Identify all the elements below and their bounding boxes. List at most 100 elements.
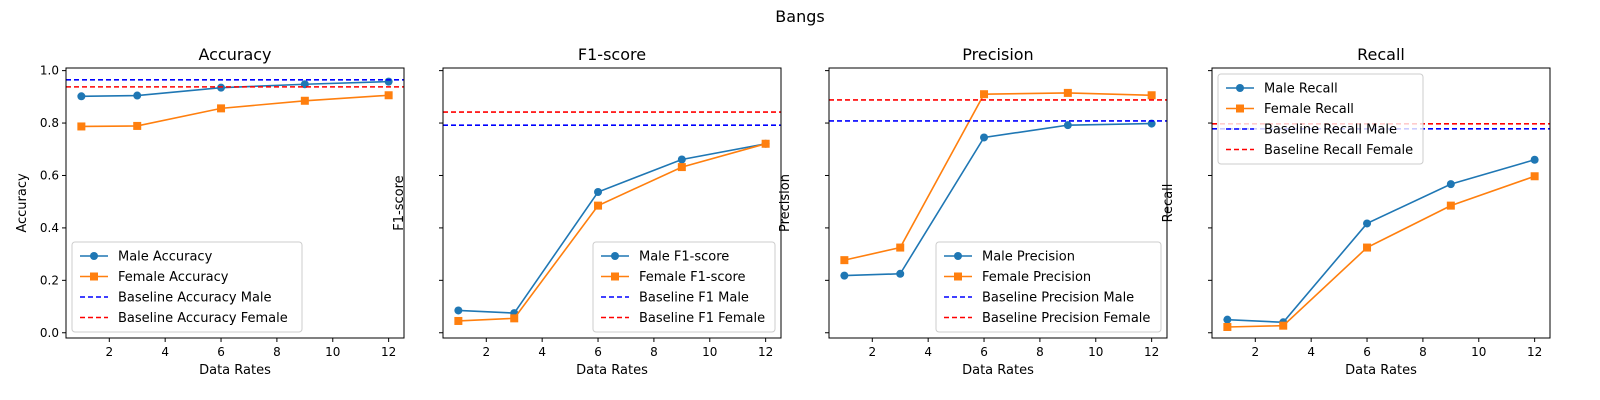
data-point-female-accuracy [384,91,393,100]
y-tick-label: 0.8 [40,116,59,130]
data-point-female-recall [1530,172,1539,181]
legend-label: Baseline Accuracy Female [118,311,288,326]
legend-label: Female F1-score [639,270,746,285]
legend-marker [954,272,962,281]
legend-entry: Baseline Accuracy Female [80,311,288,326]
data-point-female-precision [1147,91,1156,100]
data-point-male-recall [1530,155,1539,164]
data-point-female-precision [896,243,905,252]
x-tick-label: 2 [1251,345,1259,359]
plot-area [443,111,781,325]
legend-entry: Baseline Accuracy Male [80,291,272,306]
data-point-female-accuracy [217,104,226,113]
plot-area [829,88,1167,280]
data-point-male-f1-score [677,155,686,164]
x-tick-label: 2 [868,345,876,359]
data-point-female-precision [1063,88,1072,97]
legend-label: Female Accuracy [118,270,229,285]
data-point-female-precision [980,90,989,99]
legend-label: Female Precision [982,270,1091,285]
legend-label: Baseline Precision Female [982,311,1150,326]
subplot-recall: Recall Data Rates Recall 2 4 6 8 10 12 Male Recal… [1161,45,1551,378]
y-axis-label: F1-score [392,175,407,230]
legend-label: Baseline Recall Male [1264,123,1397,138]
subplot-accuracy: Accuracy Data Rates Accuracy 2 4 6 8 10 12 0.0 0.2… [15,45,405,378]
subplot-title: Recall [1357,45,1405,64]
legend-marker [611,252,619,260]
y-axis-label: Recall [1161,184,1176,223]
data-point-male-recall [1363,219,1372,228]
data-point-female-recall [1279,321,1288,330]
axes-frame [1211,67,1551,339]
x-tick-label: 2 [105,345,113,359]
data-point-female-recall [1446,201,1455,210]
x-tick-label: 8 [1036,345,1044,359]
x-axis-label: Data Rates [1345,363,1417,378]
x-tick-label: 12 [1144,345,1159,359]
legend-label: Baseline Recall Female [1264,143,1413,158]
data-point-male-precision [1063,121,1072,130]
x-tick-label: 10 [1471,345,1486,359]
legend-entry: Male Recall [1226,82,1338,97]
legend-entry: Male Accuracy [80,250,213,265]
legend-label: Female Recall [1264,102,1354,117]
legend-marker [90,252,98,260]
legend-entry: Baseline F1 Female [601,311,765,326]
x-tick-label: 4 [161,345,169,359]
x-tick-label: 4 [924,345,932,359]
legend-marker [611,272,619,281]
subplot-precision: Precision Data Rates Precision 2 4 6 8 10 12 Male… [778,45,1168,378]
x-tick-label: 8 [273,345,281,359]
legend-entry: Baseline Recall Male [1226,123,1397,138]
legend-box [71,241,303,333]
y-axis-label: Precision [778,174,793,232]
data-point-female-f1-score [761,139,770,148]
x-axis-label: Data Rates [199,363,271,378]
legend-label: Male Precision [982,250,1075,265]
legend: Male F1-score Female F1-score Baseline F1 … [592,241,776,333]
y-axis-label: Accuracy [15,173,30,233]
legend-box [935,241,1162,333]
legend-entry: Baseline F1 Male [601,291,749,306]
data-point-female-accuracy [300,96,309,105]
x-tick-label: 12 [381,345,396,359]
data-point-female-f1-score [594,201,603,210]
data-point-male-accuracy [384,77,393,86]
plot-area [66,77,404,131]
y-tick-label: 1.0 [40,64,59,78]
data-point-female-recall [1363,243,1372,252]
series-line-female-recall [1227,175,1535,328]
data-point-female-f1-score [454,316,463,325]
data-point-male-precision [896,269,905,278]
legend-label: Baseline Accuracy Male [118,291,272,306]
data-point-male-accuracy [133,91,142,100]
legend-entry: Baseline Precision Male [944,291,1134,306]
legend-entry: Baseline Precision Female [944,311,1150,326]
series-line-female-precision [844,92,1152,261]
x-tick-label: 2 [482,345,490,359]
legend-entry: Female F1-score [601,270,746,285]
legend-entry: Female Accuracy [80,270,229,285]
x-tick-label: 12 [758,345,773,359]
legend-marker [90,272,98,281]
figure-title: Bangs [775,7,824,26]
subplot-f1-score: F1-score Data Rates F1-score 2 4 6 8 10 12 Male F… [392,45,782,378]
data-point-female-precision [840,256,849,265]
data-point-male-precision [840,271,849,280]
x-tick-label: 12 [1527,345,1542,359]
y-tick-label: 0.2 [40,273,59,287]
axes-frame [828,67,1168,339]
legend: Male Precision Female Precision Baseline P… [935,241,1162,333]
x-tick-label: 10 [1088,345,1103,359]
data-point-male-f1-score [454,306,463,315]
legend: Male Recall Female Recall Baseline Recall … [1217,73,1424,165]
x-tick-label: 8 [1419,345,1427,359]
data-point-male-accuracy [77,92,86,101]
subplot-title: F1-score [578,45,646,64]
legend-label: Male F1-score [639,250,729,265]
data-point-female-accuracy [77,122,86,131]
legend-box [592,241,776,333]
y-tick-label: 0.0 [40,326,59,340]
x-tick-label: 6 [217,345,225,359]
